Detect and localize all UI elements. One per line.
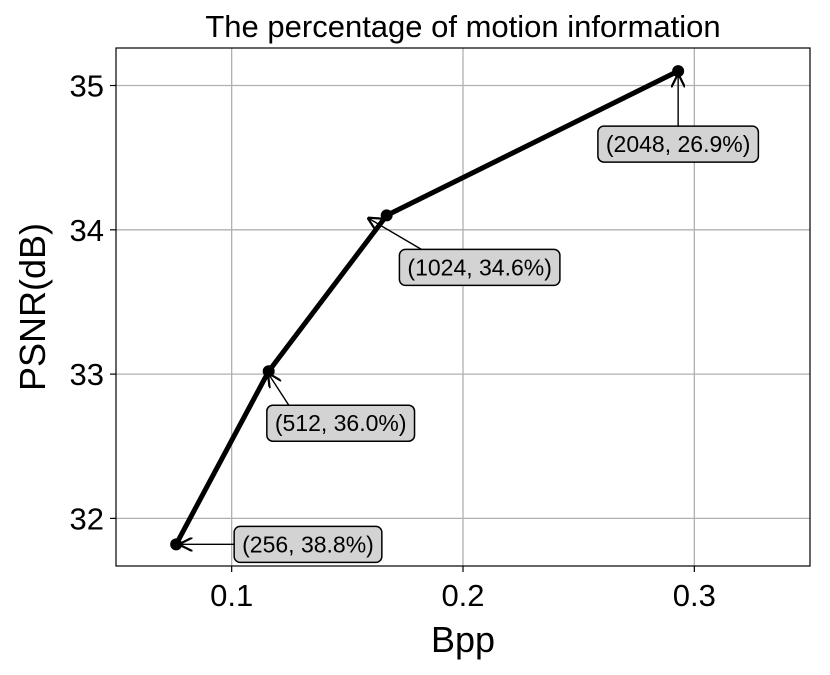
y-tick-label: 33	[70, 357, 104, 392]
annotation-label: (256, 38.8%)	[242, 531, 374, 557]
annotation: (256, 38.8%)	[180, 525, 383, 564]
annotation-arrow	[369, 218, 422, 250]
x-tick-label: 0.3	[673, 578, 716, 613]
annotation-box	[398, 248, 561, 287]
annotation-label: (1024, 34.6%)	[407, 254, 551, 280]
x-axis-label: Bpp	[431, 619, 495, 660]
x-tick-label: 0.1	[210, 578, 253, 613]
y-axis-label: PSNR(dB)	[12, 223, 53, 391]
data-point	[380, 209, 393, 222]
annotation-label: (2048, 26.9%)	[606, 131, 750, 157]
annotation-arrow	[269, 374, 290, 406]
annotation-box	[266, 404, 416, 442]
series-line	[173, 68, 681, 547]
annotation: (1024, 34.6%)	[369, 218, 561, 287]
y-tick-label: 32	[70, 501, 104, 536]
x-tick-label: 0.2	[441, 578, 484, 613]
y-tick-label: 35	[70, 69, 104, 104]
chart-title: The percentage of motion information	[205, 9, 720, 44]
annotation-label: (512, 36.0%)	[275, 410, 407, 436]
ticks-layer: 0.1 0.2 0.3 32 33 34 35	[70, 69, 716, 613]
annotation: (512, 36.0%)	[266, 374, 416, 442]
annotations-layer: (256, 38.8%) (512, 36.0%) (1024, 34.6%) (20…	[180, 75, 760, 564]
annotation: (2048, 26.9%)	[597, 75, 760, 163]
y-tick-label: 34	[70, 213, 104, 248]
